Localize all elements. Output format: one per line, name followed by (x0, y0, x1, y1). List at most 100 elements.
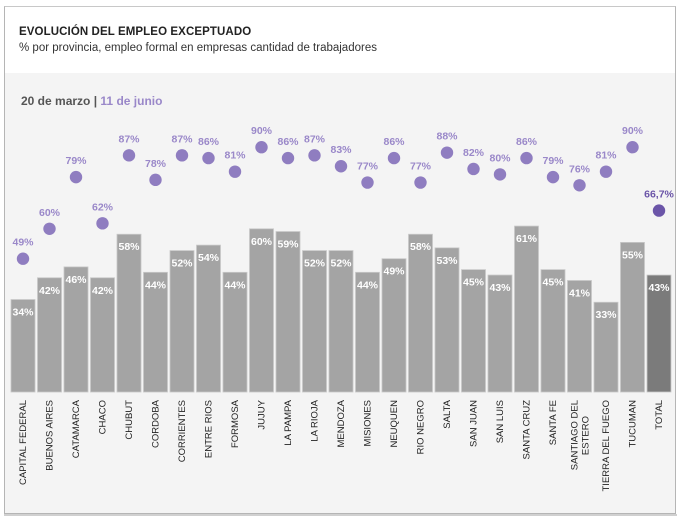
bar-value-label: 44% (145, 279, 167, 291)
bar (249, 228, 274, 393)
bar (302, 250, 327, 393)
bar-value-label: 42% (39, 285, 61, 297)
category-label: CORDOBA (151, 399, 162, 448)
bar-value-label: 52% (330, 258, 352, 270)
bar-value-label: 33% (595, 309, 617, 321)
dot-value-label: 81% (595, 150, 617, 162)
dot-value-label: 76% (569, 163, 591, 175)
bar-value-label: 59% (277, 239, 299, 251)
bar (408, 233, 433, 393)
dot-value-label: 77% (410, 161, 432, 173)
dot-marker (255, 141, 268, 154)
bar (567, 280, 592, 393)
legend-separator: | (93, 94, 98, 108)
dot-value-label: 86% (198, 136, 220, 148)
bar (63, 266, 89, 393)
bar-value-label: 44% (357, 279, 379, 291)
dot-marker (626, 141, 639, 154)
category-label: BUENOS AIRES (45, 400, 56, 471)
bar-value-label: 49% (383, 266, 405, 278)
dot-value-label: 49% (12, 237, 34, 249)
dot-marker (546, 170, 560, 184)
category-label: SANTA FE (548, 400, 559, 445)
dot-marker (149, 173, 162, 187)
category-label: LA PAMPA (283, 399, 294, 445)
bar-value-label: 53% (436, 255, 458, 267)
dot-value-label: 87% (304, 133, 326, 145)
bar-value-label: 60% (251, 236, 273, 248)
dot-value-label: 66,7% (644, 189, 674, 201)
category-label: CHUBUT (124, 400, 135, 440)
bar-value-label: 42% (92, 285, 114, 297)
dot-marker (493, 168, 507, 181)
dot-value-label: 82% (463, 147, 485, 159)
category-label: SANTA CRUZ (522, 400, 533, 460)
dot-marker (69, 170, 83, 184)
bar (143, 271, 168, 393)
bar (169, 250, 195, 393)
dot-value-label: 86% (516, 136, 538, 148)
dot-marker (122, 149, 136, 162)
legend-series-junio: 11 de junio (100, 94, 163, 108)
bar (381, 258, 407, 393)
dot-marker (175, 149, 189, 162)
dot-value-label: 87% (118, 133, 140, 145)
category-label: CHACO (98, 400, 109, 434)
dot-value-label: 80% (489, 152, 511, 164)
dot-value-label: 79% (65, 155, 87, 167)
category-label: TOTAL (654, 400, 665, 430)
dot-value-label: 86% (277, 136, 299, 148)
bar (461, 269, 486, 393)
category-label: SANTIAGO DEL (570, 400, 581, 470)
bar (196, 244, 221, 393)
bar (37, 277, 62, 393)
bar-value-label: 55% (622, 249, 644, 261)
category-label: CORRIENTES (177, 400, 188, 462)
bar (328, 250, 354, 393)
bar-value-label: 43% (489, 282, 511, 294)
dot-marker (16, 252, 30, 265)
dot-value-label: 86% (383, 136, 405, 148)
bar-value-label: 52% (171, 258, 193, 270)
dot-value-label: 77% (357, 161, 379, 173)
category-label: RIO NEGRO (416, 400, 427, 454)
bar (355, 271, 380, 393)
bar-value-label: 58% (410, 241, 432, 253)
dot-marker (228, 165, 242, 178)
bar-value-label: 61% (516, 233, 538, 245)
category-label: MENDOZA (336, 399, 347, 447)
bar (275, 231, 301, 393)
legend: 20 de marzo | 11 de junio (21, 94, 162, 108)
dot-value-label: 88% (436, 131, 458, 143)
chart-title: EVOLUCIÓN DEL EMPLEO EXCEPTUADO (19, 26, 252, 38)
category-label: NEUQUEN (389, 400, 400, 448)
bar (487, 274, 513, 393)
category-label: SAN JUAN (469, 400, 480, 447)
bar-value-label: 43% (648, 282, 670, 294)
bar (540, 269, 566, 393)
category-label: CATAMARCA (71, 399, 82, 458)
category-label: FORMOSA (230, 399, 241, 448)
bar-value-label: 45% (463, 277, 485, 289)
dot-value-label: 62% (92, 201, 114, 213)
bar (10, 299, 36, 393)
dot-value-label: 90% (251, 125, 273, 137)
bar (646, 274, 672, 393)
dot-value-label: 87% (171, 133, 193, 145)
dot-marker (96, 217, 109, 230)
category-label: SALTA (442, 399, 453, 428)
dot-value-label: 90% (622, 125, 644, 137)
dot-marker (202, 151, 215, 165)
category-label: ESTERO (581, 416, 592, 455)
dot-marker (573, 179, 586, 192)
dot-marker (43, 222, 56, 235)
dot-value-label: 83% (330, 144, 352, 156)
bar-value-label: 46% (65, 274, 87, 286)
dot-value-label: 79% (542, 155, 564, 167)
legend-series-marzo: 20 de marzo (21, 94, 91, 108)
dot-marker (440, 146, 454, 159)
chart-header: EVOLUCIÓN DEL EMPLEO EXCEPTUADO % por pr… (5, 7, 675, 73)
dot-marker (361, 176, 374, 189)
bar-value-label: 58% (118, 241, 140, 253)
